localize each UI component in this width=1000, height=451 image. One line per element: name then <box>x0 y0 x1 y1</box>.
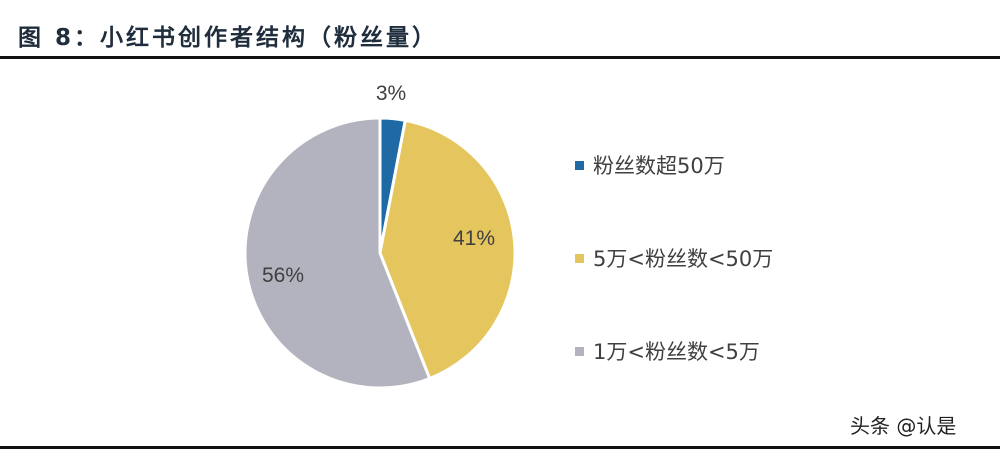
legend-swatch <box>575 253 584 263</box>
bottom-rule <box>0 446 1000 449</box>
pie-slice <box>378 118 517 381</box>
watermark: 头条 @认是 <box>850 414 957 438</box>
slice-label: 3% <box>376 82 406 105</box>
legend: 粉丝数超50万 5万<粉丝数<50万 1万<粉丝数<5万 <box>575 150 773 366</box>
legend-label: 粉丝数超50万 <box>593 154 725 178</box>
legend-item: 5万<粉丝数<50万 <box>575 243 773 273</box>
legend-label: 5万<粉丝数<50万 <box>593 247 774 271</box>
legend-label: 1万<粉丝数<5万 <box>593 340 760 364</box>
slice-label: 56% <box>262 264 304 287</box>
legend-swatch <box>575 346 584 356</box>
legend-item: 粉丝数超50万 <box>575 150 773 180</box>
slice-label: 41% <box>453 227 495 250</box>
figure-title: 图 8：小红书创作者结构（粉丝量） <box>18 25 439 51</box>
legend-item: 1万<粉丝数<5万 <box>575 336 773 366</box>
pie-slice <box>243 116 432 390</box>
legend-swatch <box>575 160 584 170</box>
top-rule <box>0 56 1000 59</box>
